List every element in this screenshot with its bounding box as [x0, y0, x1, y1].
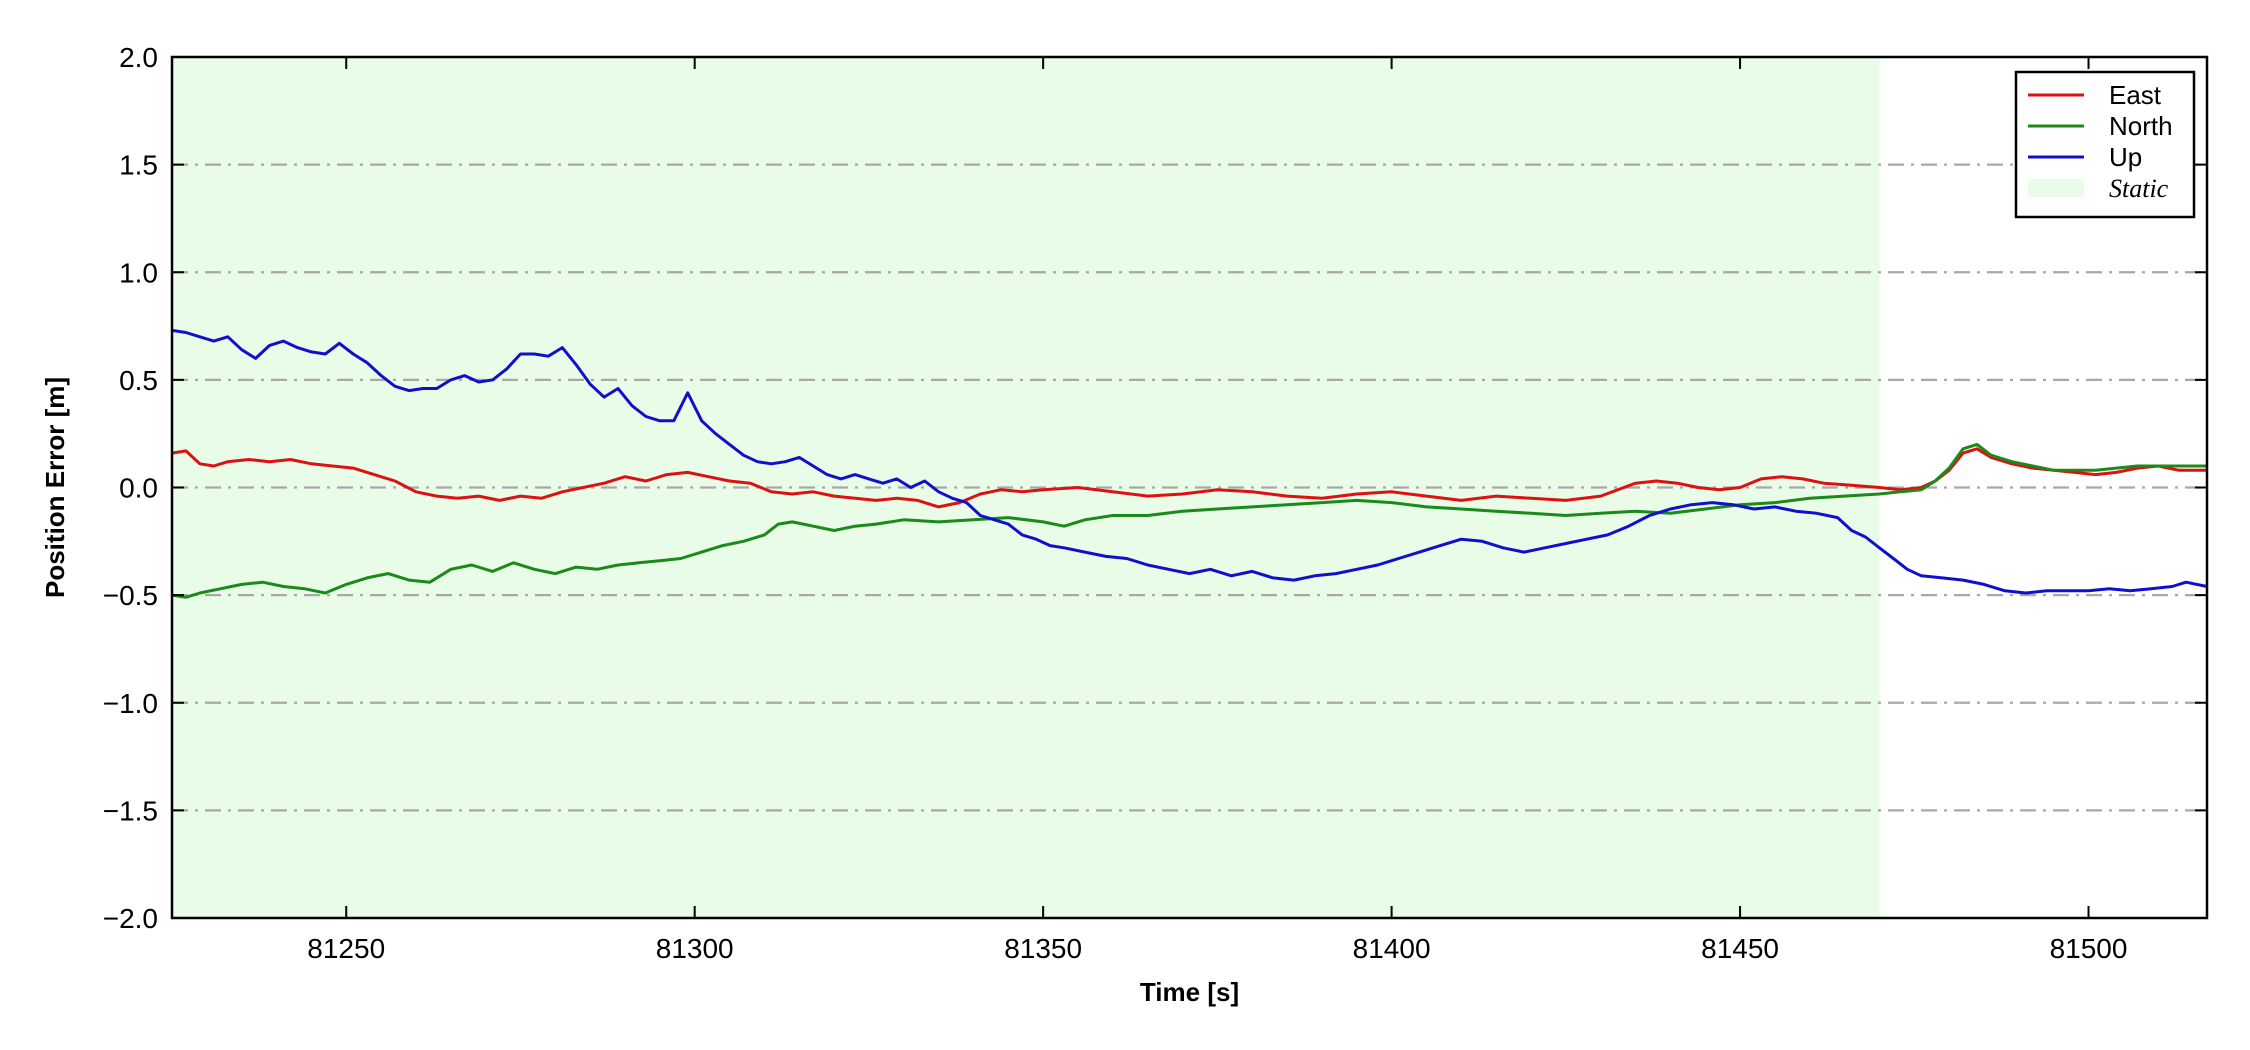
legend-label-up: Up — [2109, 142, 2142, 172]
x-tick-label: 81350 — [1004, 933, 1082, 964]
series-line-north — [171, 442, 2207, 599]
legend-swatch-static — [2028, 179, 2084, 197]
y-tick-label: 1.0 — [119, 257, 158, 288]
y-tick-label: −1.0 — [103, 688, 158, 719]
x-tick-label: 81500 — [2050, 933, 2128, 964]
legend-label-east: East — [2109, 80, 2162, 110]
y-tick-label: 1.5 — [119, 150, 158, 181]
y-tick-label: −0.5 — [103, 580, 158, 611]
x-tick-label: 81450 — [1701, 933, 1779, 964]
y-tick-label: 0.5 — [119, 365, 158, 396]
y-axis-label: Position Error [m] — [40, 377, 70, 598]
series-line-up — [171, 328, 2208, 595]
x-tick-label: 81300 — [656, 933, 734, 964]
y-tick-label: −1.5 — [103, 795, 158, 826]
y-tick-label: −2.0 — [103, 903, 158, 934]
y-tick-label: 0.0 — [119, 473, 158, 504]
legend-label-static: Static — [2109, 174, 2169, 203]
x-axis-label: Time [s] — [1140, 977, 1239, 1007]
y-tick-label: 2.0 — [119, 42, 158, 73]
x-tick-label: 81400 — [1353, 933, 1431, 964]
legend-label-north: North — [2109, 111, 2173, 141]
x-tick-label: 81250 — [307, 933, 385, 964]
